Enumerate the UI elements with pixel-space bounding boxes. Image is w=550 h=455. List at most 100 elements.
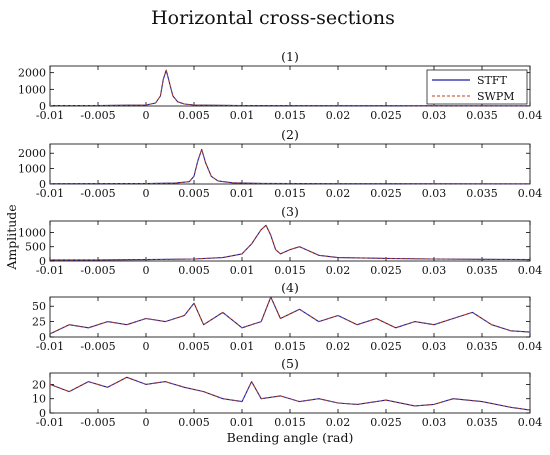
x-tick-label: 0.03 [422,340,447,353]
x-tick-label: 0.035 [466,264,498,277]
x-tick-label: 0.04 [518,416,543,429]
x-tick-label: -0.01 [36,187,64,200]
x-tick-label: 0.015 [274,264,306,277]
x-tick-label: 0.015 [274,187,306,200]
x-tick-label: 0.025 [370,340,402,353]
y-tick-label: 25 [32,316,46,329]
x-tick-label: 0.03 [422,187,447,200]
x-tick-label: 0.005 [178,187,210,200]
series-line-stft [49,148,531,185]
y-tick-label: 2000 [18,67,46,80]
y-tick-label: 0 [39,178,46,191]
x-tick-label: 0 [143,109,150,122]
x-tick-label: 0.04 [518,187,543,200]
x-tick-label: 0.005 [178,109,210,122]
legend-label-swpm: SWPM [477,90,515,103]
series-line-swpm [50,69,531,107]
x-tick-label: 0.025 [370,416,402,429]
plot-frame [49,143,531,185]
x-tick-label: 0 [143,187,150,200]
series-line-stft [50,224,531,261]
figure-title: Horizontal cross-sections [151,7,395,29]
x-tick-label: 0.005 [178,340,210,353]
series-line-swpm [50,224,531,261]
y-tick-label: 20 [32,378,46,391]
series-line-swpm [49,148,531,185]
x-tick-label: -0.01 [36,109,64,122]
x-tick-label: 0.02 [326,264,351,277]
x-tick-label: 0.01 [230,416,255,429]
x-tick-label: -0.01 [36,264,64,277]
x-tick-label: 0.035 [466,187,498,200]
y-tick-label: 0 [39,100,46,113]
y-tick-label: 1000 [18,226,46,239]
x-tick-label: 0.015 [274,109,306,122]
panel-label: (4) [281,280,299,295]
series-line-swpm [49,376,531,411]
legend-label-stft: STFT [477,74,508,87]
x-tick-label: 0.035 [466,416,498,429]
x-tick-label: 0.02 [326,109,351,122]
panel-2: (2) 0 1000 2000 -0.01 -0.005 0 0.005 0.01 0.015 0.… [18,127,542,200]
x-tick-label: 0.005 [178,264,210,277]
x-tick-label: 0.04 [518,109,543,122]
series-line-stft [49,296,531,335]
panel-4: (4) 0 25 50 -0.01 -0.005 0 0.005 0.01 0.015 0.02 0.… [32,280,542,353]
x-tick-label: 0.04 [518,340,543,353]
y-tick-label: 500 [25,241,46,254]
x-tick-label: 0.005 [178,416,210,429]
x-tick-label: -0.01 [36,340,64,353]
plot-frame [49,220,531,262]
x-tick-label: 0.025 [370,187,402,200]
panel-label: (1) [281,49,299,64]
x-tick-label: -0.005 [80,109,115,122]
y-tick-label: 2000 [18,147,46,160]
y-tick-label: 0 [39,331,46,344]
x-tick-label: 0.025 [370,109,402,122]
x-tick-label: -0.005 [80,416,115,429]
legend: STFT SWPM [426,69,528,105]
x-tick-label: 0.035 [466,109,498,122]
series-line-swpm [49,296,531,335]
plot-frame [49,372,531,414]
y-tick-label: 1000 [18,83,46,96]
panel-label: (3) [281,204,299,219]
y-tick-label: 1000 [18,163,46,176]
x-tick-label: 0.035 [466,340,498,353]
x-tick-label: 0.03 [422,416,447,429]
series-line-stft [49,376,531,411]
y-tick-label: 50 [32,300,46,313]
x-tick-label: 0.03 [422,109,447,122]
x-tick-label: 0 [143,416,150,429]
x-tick-label: 0.02 [326,340,351,353]
x-tick-label: 0.01 [230,109,255,122]
x-tick-label: 0.01 [230,264,255,277]
x-tick-label: -0.005 [80,340,115,353]
panel-label: (5) [281,356,299,371]
x-tick-label: -0.01 [36,416,64,429]
x-tick-label: 0.025 [370,264,402,277]
x-tick-label: 0.02 [326,187,351,200]
y-axis-label: Amplitude [4,204,19,270]
legend-box [426,69,528,105]
x-tick-label: 0.01 [230,340,255,353]
panel-label: (2) [281,127,299,142]
x-tick-label: 0.015 [274,340,306,353]
x-tick-label: 0 [143,264,150,277]
y-tick-label: 0 [39,255,46,268]
x-tick-label: 0.02 [326,416,351,429]
x-tick-label: 0.03 [422,264,447,277]
y-tick-label: 10 [32,393,46,406]
x-tick-label: 0 [143,340,150,353]
x-tick-label: 0.01 [230,187,255,200]
x-tick-label: -0.005 [80,264,115,277]
panel-1: (1) 0 1000 2000 -0.01 -0.005 0 0.005 0.01 0.015 0.… [18,49,542,122]
x-tick-label: -0.005 [80,187,115,200]
x-tick-label: 0.015 [274,416,306,429]
x-tick-label: 0.04 [518,264,543,277]
y-tick-label: 0 [39,407,46,420]
